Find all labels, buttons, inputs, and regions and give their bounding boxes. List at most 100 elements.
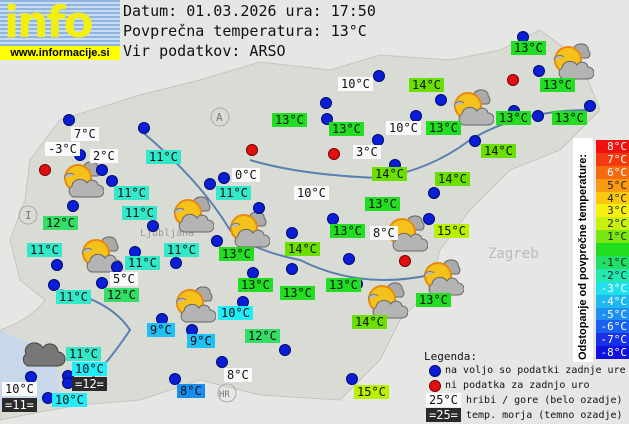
station-temp: 13°C bbox=[552, 111, 587, 125]
station-temp: 13°C bbox=[365, 197, 400, 211]
partly-cloudy-icon bbox=[360, 281, 409, 325]
scale-step: 7°C bbox=[596, 152, 629, 166]
station-temp: 14°C bbox=[435, 172, 470, 186]
date-time: Datum: 01.03.2026 ura: 17:50 bbox=[123, 2, 376, 20]
station-temp: 2°C bbox=[90, 149, 118, 163]
station-dot-blue[interactable] bbox=[138, 122, 150, 134]
partly-cloudy-icon bbox=[168, 285, 217, 329]
station-dot-blue[interactable] bbox=[435, 94, 447, 106]
scale-step: -2°C bbox=[596, 268, 629, 282]
station-temp: 11°C bbox=[66, 347, 101, 361]
average-temperature: Povprečna temperatura: 13°C bbox=[123, 22, 367, 40]
data-source: Vir podatkov: ARSO bbox=[123, 42, 286, 60]
sea-temp: =12= bbox=[72, 377, 107, 391]
station-dot-blue[interactable] bbox=[218, 172, 230, 184]
station-dot-blue[interactable] bbox=[373, 70, 385, 82]
station-temp: 15°C bbox=[354, 385, 389, 399]
station-dot-blue[interactable] bbox=[211, 235, 223, 247]
station-temp: 9°C bbox=[187, 334, 215, 348]
station-dot-blue[interactable] bbox=[584, 100, 596, 112]
map-label-austria: A bbox=[216, 111, 223, 124]
map-label-italy: I bbox=[25, 209, 32, 222]
station-dot-red[interactable] bbox=[328, 148, 340, 160]
station-dot-blue[interactable] bbox=[346, 373, 358, 385]
station-dot-blue[interactable] bbox=[106, 175, 118, 187]
station-dot-red[interactable] bbox=[39, 164, 51, 176]
station-dot-blue[interactable] bbox=[286, 227, 298, 239]
station-dot-blue[interactable] bbox=[532, 110, 544, 122]
station-dot-blue[interactable] bbox=[204, 178, 216, 190]
scale-step: -4°C bbox=[596, 294, 629, 308]
station-dot-blue[interactable] bbox=[320, 97, 332, 109]
station-temp: 13°C bbox=[238, 278, 273, 292]
station-dot-red[interactable] bbox=[507, 74, 519, 86]
station-dot-blue[interactable] bbox=[428, 187, 440, 199]
map-label-croatia: HR bbox=[219, 390, 230, 400]
legend-title: Legenda: bbox=[424, 350, 477, 363]
station-temp: 14°C bbox=[481, 144, 516, 158]
scale-step: 3°C bbox=[596, 204, 629, 217]
station-dot-blue[interactable] bbox=[67, 200, 79, 212]
scale-step: -8°C bbox=[596, 346, 629, 359]
station-temp: 8°C bbox=[224, 368, 252, 382]
scale-step: 4°C bbox=[596, 191, 629, 205]
station-dot-blue[interactable] bbox=[48, 279, 60, 291]
scale-step: 8°C bbox=[596, 140, 629, 153]
scale-step: -7°C bbox=[596, 333, 629, 346]
partly-cloudy-icon bbox=[56, 160, 105, 204]
station-temp: 13°C bbox=[219, 247, 254, 261]
station-dot-blue[interactable] bbox=[253, 202, 265, 214]
deviation-scale: 8°C 7°C 6°C 5°C 4°C 3°C 2°C 1°C -1°C -2°C -3°C -4°C… bbox=[596, 140, 629, 359]
station-temp: 10°C bbox=[218, 306, 253, 320]
scale-step bbox=[596, 243, 629, 257]
logo[interactable]: info www.informacije.si bbox=[0, 0, 120, 60]
station-dot-blue[interactable] bbox=[423, 213, 435, 225]
station-temp: 13°C bbox=[280, 286, 315, 300]
station-dot-blue[interactable] bbox=[147, 220, 159, 232]
station-dot-blue[interactable] bbox=[533, 65, 545, 77]
station-temp: 14°C bbox=[352, 315, 387, 329]
station-temp: 11°C bbox=[122, 206, 157, 220]
station-temp: 12°C bbox=[43, 216, 78, 230]
station-temp: 11°C bbox=[56, 290, 91, 304]
station-dot-blue[interactable] bbox=[469, 135, 481, 147]
station-dot-blue[interactable] bbox=[51, 259, 63, 271]
station-temp: 13°C bbox=[496, 111, 531, 125]
station-dot-blue[interactable] bbox=[279, 344, 291, 356]
sea-temp: =11= bbox=[2, 398, 37, 412]
partly-cloudy-icon bbox=[446, 88, 495, 132]
station-dot-blue[interactable] bbox=[216, 356, 228, 368]
legend-mountain-text: hribi / gore (belo ozadje) bbox=[466, 395, 623, 406]
station-dot-red[interactable] bbox=[246, 144, 258, 156]
legend-sea-text: temp. morja (temno ozadje) bbox=[466, 410, 623, 421]
blue-dot-icon bbox=[429, 365, 441, 377]
station-temp-mountain: 10°C bbox=[2, 382, 37, 396]
scale-step: -1°C bbox=[596, 256, 629, 269]
station-dot-blue[interactable] bbox=[63, 114, 75, 126]
station-temp: 12°C bbox=[245, 329, 280, 343]
station-temp: 10°C bbox=[72, 362, 107, 376]
station-temp: 11°C bbox=[164, 243, 199, 257]
station-dot-blue[interactable] bbox=[170, 257, 182, 269]
station-dot-red[interactable] bbox=[399, 255, 411, 267]
station-dot-blue[interactable] bbox=[96, 277, 108, 289]
station-temp: 10°C bbox=[386, 121, 421, 135]
station-temp: 13°C bbox=[540, 78, 575, 92]
station-temp: 10°C bbox=[52, 393, 87, 407]
station-temp: 14°C bbox=[285, 242, 320, 256]
scale-step: 1°C bbox=[596, 230, 629, 243]
station-dot-blue[interactable] bbox=[343, 253, 355, 265]
partly-cloudy-icon bbox=[166, 195, 215, 239]
logo-url[interactable]: www.informacije.si bbox=[0, 46, 120, 60]
station-temp: 9°C bbox=[147, 323, 175, 337]
station-temp: 13°C bbox=[330, 224, 365, 238]
scale-step: 2°C bbox=[596, 217, 629, 230]
station-dot-blue[interactable] bbox=[96, 164, 108, 176]
station-dot-blue[interactable] bbox=[286, 263, 298, 275]
station-temp: 13°C bbox=[426, 121, 461, 135]
station-temp: 0°C bbox=[232, 168, 260, 182]
scale-step: -6°C bbox=[596, 320, 629, 333]
station-temp: 7°C bbox=[71, 127, 99, 141]
station-dot-blue[interactable] bbox=[169, 373, 181, 385]
station-temp: 8°C bbox=[177, 384, 205, 398]
